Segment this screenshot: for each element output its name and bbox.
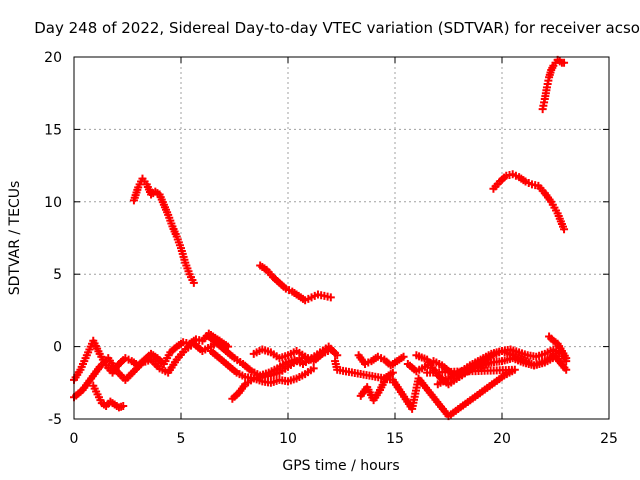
data-point (309, 364, 318, 373)
data-point (562, 365, 571, 374)
data-point (119, 401, 128, 410)
series-arc-2 (256, 261, 335, 305)
data-series (70, 55, 571, 421)
plot-frame (73, 56, 610, 420)
y-tick-label: 0 (53, 340, 62, 356)
tick-labels: 0 5 10 15 20 25 -5 0 5 10 15 20 (44, 50, 618, 447)
series-band-c (89, 381, 128, 412)
x-tick-label: 25 (600, 431, 618, 447)
data-point (562, 354, 571, 363)
data-point (423, 368, 432, 377)
data-point (333, 351, 342, 360)
y-axis-label: SDTVAR / TECUs (7, 181, 23, 296)
data-point (551, 349, 560, 358)
x-tick-label: 5 (177, 431, 186, 447)
series-band-f (228, 364, 318, 403)
data-point (560, 58, 569, 67)
chart-title: Day 248 of 2022, Sidereal Day-to-day VTE… (34, 19, 640, 37)
series-band-g (249, 345, 335, 366)
data-point (189, 278, 198, 287)
x-tick-label: 20 (493, 431, 511, 447)
y-tick-label: 5 (53, 267, 62, 283)
data-point (399, 352, 408, 361)
series-arc-3 (489, 170, 569, 234)
data-point (326, 345, 335, 354)
y-tick-label: -5 (48, 412, 62, 428)
y-tick-label: 20 (44, 50, 62, 66)
y-tick-label: 15 (44, 122, 62, 138)
series-stray (331, 357, 519, 421)
series-band-h (354, 351, 408, 370)
series-arc-4 (538, 55, 569, 114)
x-tick-label: 10 (279, 431, 297, 447)
x-tick-label: 15 (386, 431, 404, 447)
x-tick-label: 0 (70, 431, 79, 447)
data-point (388, 368, 397, 377)
y-tick-label: 10 (44, 195, 62, 211)
series-band-m (545, 332, 571, 363)
series-arc-1 (129, 174, 198, 287)
grid-lines (74, 57, 609, 419)
x-axis-label: GPS time / hours (282, 458, 399, 474)
series-band-b (70, 336, 224, 402)
data-point (560, 225, 569, 234)
data-point (326, 293, 335, 302)
